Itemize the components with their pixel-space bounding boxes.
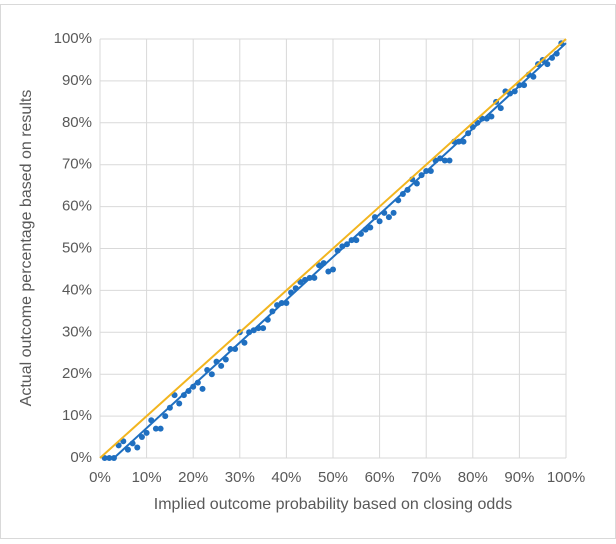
y-axis-label: Actual outcome percentage based on resul… — [18, 90, 35, 407]
point — [176, 400, 183, 407]
y-tick-label: 100% — [54, 30, 92, 47]
line — [113, 42, 567, 459]
point — [325, 268, 332, 275]
point — [241, 339, 248, 346]
x-tick-label: 20% — [178, 469, 208, 486]
y-tick-label: 50% — [62, 239, 92, 256]
point — [134, 444, 141, 451]
y-tick-label: 30% — [62, 323, 92, 340]
y-tick-label: 20% — [62, 365, 92, 382]
y-tick-label: 80% — [62, 114, 92, 131]
point — [460, 138, 467, 145]
point — [367, 224, 374, 231]
point — [353, 237, 360, 244]
x-tick-label: 90% — [504, 469, 534, 486]
point — [124, 446, 131, 453]
y-tick-label: 90% — [62, 72, 92, 89]
y-tick-label: 10% — [62, 407, 92, 424]
x-tick-label: 60% — [365, 469, 395, 486]
x-tick-label: 80% — [458, 469, 488, 486]
point — [441, 157, 448, 164]
point — [143, 429, 150, 436]
point — [330, 266, 336, 273]
point — [446, 157, 453, 164]
point — [385, 214, 392, 221]
point — [497, 105, 504, 112]
x-tick-label: 40% — [271, 469, 301, 486]
point — [376, 218, 383, 225]
line — [99, 38, 567, 459]
point — [390, 209, 397, 216]
y-tick-label: 70% — [62, 156, 92, 173]
x-tick-label: 70% — [411, 469, 441, 486]
y-tick-label: 40% — [62, 281, 92, 298]
point — [260, 325, 267, 332]
x-tick-label: 100% — [547, 469, 585, 486]
x-tick-label: 10% — [132, 469, 162, 486]
point — [199, 385, 206, 392]
x-tick-label: 50% — [318, 469, 348, 486]
point — [488, 113, 495, 120]
x-tick-label: 30% — [225, 469, 255, 486]
point — [162, 413, 169, 420]
point — [208, 371, 215, 378]
y-tick-label: 60% — [62, 198, 92, 215]
point — [138, 434, 145, 441]
x-axis-label: Implied outcome probability based on clo… — [154, 496, 512, 513]
point — [218, 362, 225, 369]
y-tick-label: 0% — [70, 449, 92, 466]
x-tick-label: 0% — [89, 469, 111, 486]
point — [106, 455, 113, 461]
point — [157, 425, 164, 432]
point — [152, 425, 159, 432]
